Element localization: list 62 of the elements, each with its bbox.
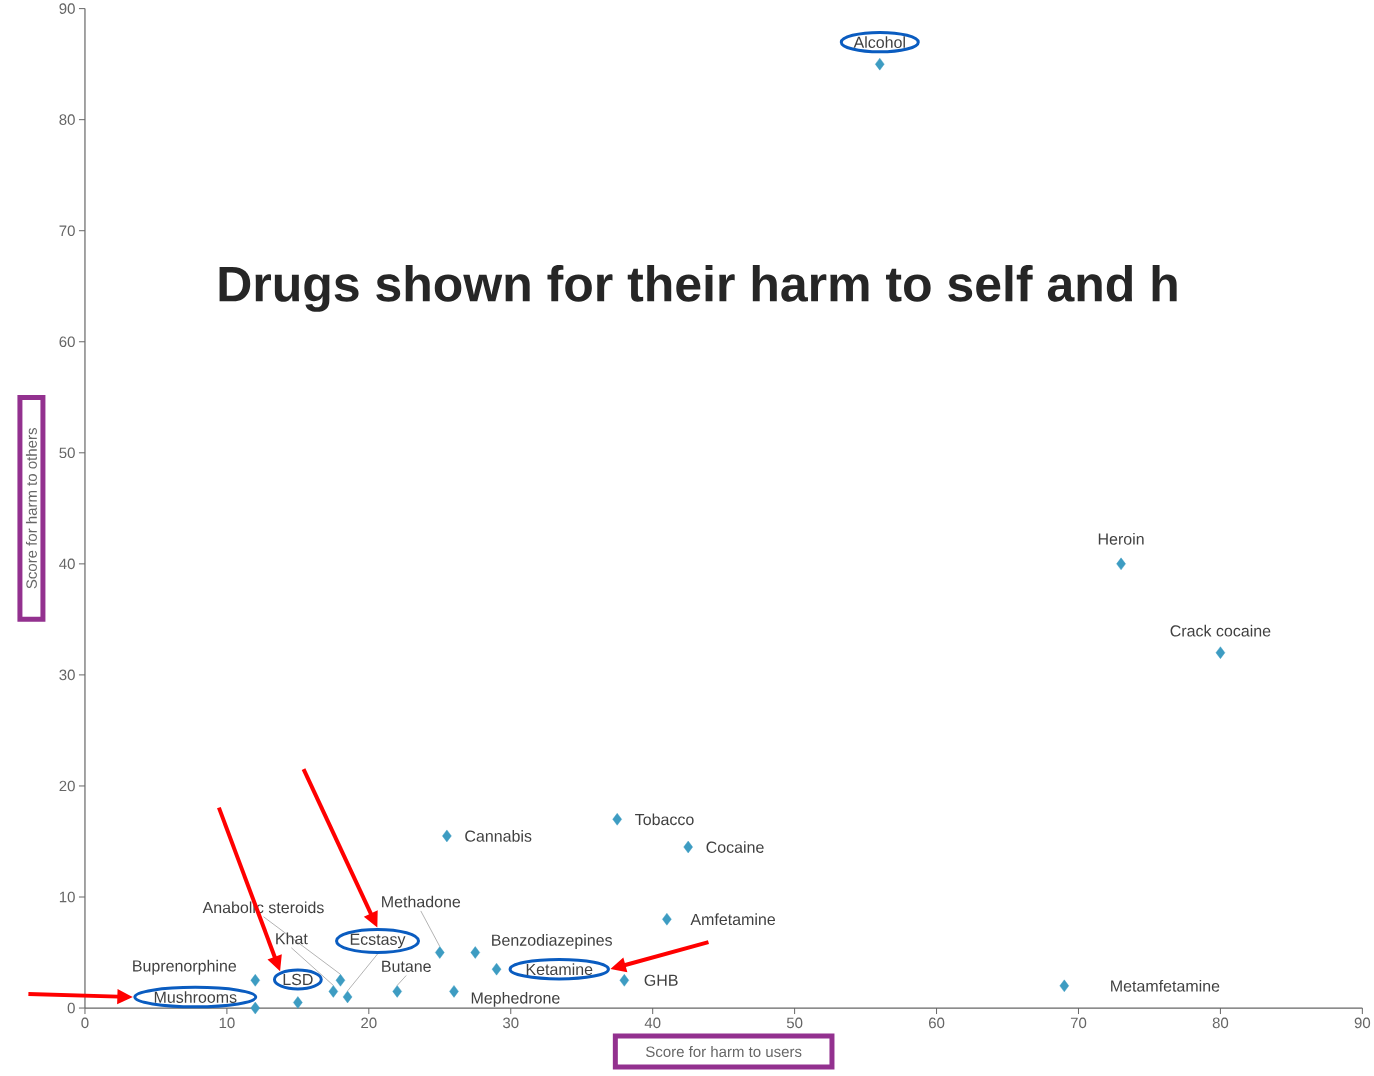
x-tick-label: 80	[1212, 1017, 1229, 1029]
annotation: Methadone	[382, 895, 461, 908]
annotation: LSD	[283, 973, 313, 986]
y-axis-title: Score for harm to others	[25, 428, 37, 589]
point	[470, 946, 480, 959]
x-tick-label: 0	[81, 1017, 89, 1029]
point	[335, 974, 346, 987]
point	[250, 1001, 260, 1015]
point	[662, 913, 672, 926]
annotation: Benzodiazepines	[492, 934, 612, 949]
point	[328, 985, 339, 998]
y-tick-label: 10	[59, 891, 75, 903]
x-tick-label: 60	[928, 1017, 945, 1029]
annotation: Buprenorphine	[133, 959, 237, 975]
x-tick-label: 70	[1070, 1017, 1087, 1029]
point	[392, 985, 402, 998]
y-tick-label: 50	[59, 447, 75, 459]
text: Drugs shown for their harm to self and h	[219, 265, 1177, 312]
point	[250, 974, 260, 987]
y-tick-label: 80	[59, 114, 75, 125]
annotation: GHB	[644, 974, 678, 986]
point	[612, 813, 622, 826]
annotation: Mephedrone	[471, 991, 560, 1007]
point	[619, 974, 629, 987]
point	[875, 57, 885, 71]
point	[1116, 557, 1126, 571]
annotation: Metamfetamine	[1111, 979, 1220, 992]
annotation: Cocaine	[706, 841, 764, 853]
y-tick-label: 0	[67, 1002, 75, 1014]
x-tick-label: 90	[1354, 1017, 1371, 1029]
y-tick-label: 60	[59, 336, 75, 348]
x-tick-label: 40	[644, 1017, 661, 1029]
point	[683, 840, 693, 854]
y-tick-label: 20	[59, 780, 75, 792]
x-tick-label: 50	[786, 1017, 803, 1029]
annotation: Khat	[276, 932, 308, 945]
annotation: Cannabis	[465, 830, 532, 842]
annotation: Ecstasy	[350, 933, 406, 949]
point	[491, 962, 502, 976]
point	[293, 996, 303, 1009]
y-tick-label: 40	[59, 558, 75, 570]
annotation: Alcohol	[853, 36, 905, 49]
x-tick-label: 20	[361, 1017, 377, 1029]
point	[342, 990, 353, 1004]
point	[449, 985, 459, 998]
point	[1215, 646, 1226, 659]
annotation: Butane	[382, 960, 431, 972]
y-tick-label: 90	[59, 3, 75, 14]
annotation: Amfetamine	[690, 913, 776, 926]
point	[442, 829, 452, 843]
annotation: Mushrooms	[154, 991, 237, 1003]
annotation: Ketamine	[526, 963, 593, 976]
annotation: Crack cocaine	[1170, 624, 1271, 637]
annotation: Tobacco	[635, 813, 694, 826]
point	[1059, 979, 1069, 993]
x-axis-title: Score for harm to users	[646, 1046, 802, 1058]
point	[435, 946, 445, 959]
y-tick-label: 30	[59, 669, 75, 681]
y-tick-label: 70	[59, 225, 75, 237]
annotation: Heroin	[1098, 533, 1144, 545]
x-tick-label: 10	[219, 1017, 235, 1029]
x-tick-label: 30	[502, 1017, 519, 1029]
